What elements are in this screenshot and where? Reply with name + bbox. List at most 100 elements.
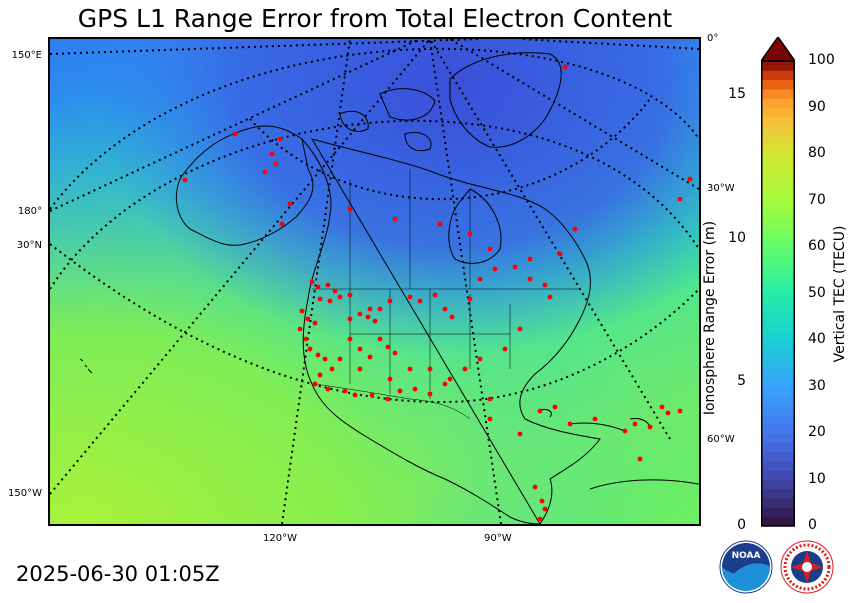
gps-station-marker <box>637 456 643 462</box>
gps-station-marker <box>369 392 375 398</box>
gps-station-marker <box>357 346 363 352</box>
gps-station-marker <box>315 284 321 290</box>
gps-station-marker <box>347 206 353 212</box>
tec-tick-label: 0 <box>808 517 817 533</box>
gps-station-marker <box>512 264 518 270</box>
gps-station-marker <box>377 336 383 342</box>
gps-station-marker <box>527 256 533 262</box>
colorbar-segment <box>761 88 795 99</box>
gps-station-marker <box>557 251 563 257</box>
colorbar-segment <box>761 340 795 350</box>
colorbar-segment <box>761 460 795 471</box>
noaa-logo: NOAA <box>719 540 773 594</box>
us-mexico-border <box>314 383 471 420</box>
gps-station-marker <box>449 314 455 320</box>
tec-axis-label: Vertical TEC (TECU) <box>832 225 848 363</box>
gps-station-marker <box>337 356 343 362</box>
tec-map[interactable] <box>48 37 701 526</box>
colorbar-segment <box>761 70 795 81</box>
gps-station-marker <box>357 311 363 317</box>
lon-label-90w: 90°W <box>484 533 512 544</box>
colorbar-segment <box>761 312 795 322</box>
colorbar-extend-arrow <box>761 37 795 62</box>
colorbar-segment <box>761 321 795 332</box>
tec-tick-label: 40 <box>808 331 826 347</box>
meridian-180 <box>50 39 421 212</box>
south-america-coast <box>589 479 699 490</box>
colorbar-segment <box>761 470 795 480</box>
lat-label-150w: 150°W <box>8 488 42 499</box>
colorbar-segment <box>761 274 795 285</box>
gps-station-marker <box>372 318 378 324</box>
gps-station-marker <box>677 196 683 202</box>
gps-station-marker <box>659 404 665 410</box>
gps-station-marker <box>352 392 358 398</box>
colorbar-segment <box>761 284 795 294</box>
gps-station-marker <box>303 336 309 342</box>
gps-station-marker <box>232 131 238 137</box>
gps-station-marker <box>325 282 331 288</box>
lon-label-120w: 120°W <box>263 533 297 544</box>
gps-station-marker <box>279 221 285 227</box>
gps-station-marker <box>367 306 373 312</box>
gps-station-marker <box>387 376 393 382</box>
gps-station-marker <box>392 350 398 356</box>
gps-station-marker <box>665 410 671 416</box>
map-canvas <box>50 39 699 524</box>
gps-station-marker <box>487 396 493 402</box>
gps-station-marker <box>337 294 343 300</box>
colorbar-segment <box>761 433 795 443</box>
arctic-islands <box>339 88 436 152</box>
gps-station-marker <box>647 424 653 430</box>
gps-station-marker <box>502 346 508 352</box>
gps-station-marker <box>325 386 331 392</box>
lat-label-180: 180° <box>17 206 42 217</box>
tec-tick-label: 90 <box>808 98 826 115</box>
gps-station-marker <box>317 296 323 302</box>
colorbar-segment <box>761 498 795 508</box>
gps-station-marker <box>385 344 391 350</box>
tec-tick-label: 70 <box>808 191 826 208</box>
gps-station-marker <box>377 306 383 312</box>
tec-tick-label: 80 <box>808 145 826 161</box>
gps-station-marker <box>537 408 543 414</box>
colorbar-segment <box>761 488 795 499</box>
tec-tick-label: 100 <box>808 52 835 68</box>
colorbar-segment <box>761 126 795 136</box>
tec-tick-label: 50 <box>808 284 826 301</box>
gps-station-marker <box>329 366 335 372</box>
gps-station-marker <box>299 308 305 314</box>
gps-station-marker <box>427 366 433 372</box>
gps-station-marker <box>262 169 268 175</box>
colorbar-segment <box>761 358 795 369</box>
gps-station-marker <box>307 346 313 352</box>
gps-station-marker <box>632 421 638 427</box>
gps-station-marker <box>622 428 628 434</box>
gps-station-marker <box>532 484 538 490</box>
tec-tick-label: 30 <box>808 377 826 394</box>
political-boundaries <box>312 169 580 420</box>
meridian-90w <box>429 39 502 524</box>
gps-station-marker <box>273 161 279 167</box>
gps-station-marker <box>462 366 468 372</box>
gps-station-marker <box>347 316 353 322</box>
gps-station-marker <box>407 294 413 300</box>
colorbar-segment <box>761 414 795 425</box>
gps-station-marker <box>317 372 323 378</box>
range-error-tick-label: 15 <box>728 86 746 103</box>
gps-station-marker <box>309 279 315 285</box>
colorbar-segment <box>761 79 795 90</box>
gps-station-marker <box>327 298 333 304</box>
gps-station-marker <box>312 320 318 326</box>
hudson-bay <box>448 188 502 264</box>
gps-station-marker <box>447 376 453 382</box>
colorbar-segment <box>761 377 795 387</box>
gps-station-marker <box>392 216 398 222</box>
colorbar-segments <box>761 61 795 527</box>
gps-station-marker <box>492 266 498 272</box>
gps-station-marker <box>677 408 683 414</box>
meridian-120w <box>281 39 351 524</box>
lon-label-30w: 30°W <box>707 183 735 194</box>
nws-logo <box>780 540 834 594</box>
state-boundaries <box>349 289 511 399</box>
